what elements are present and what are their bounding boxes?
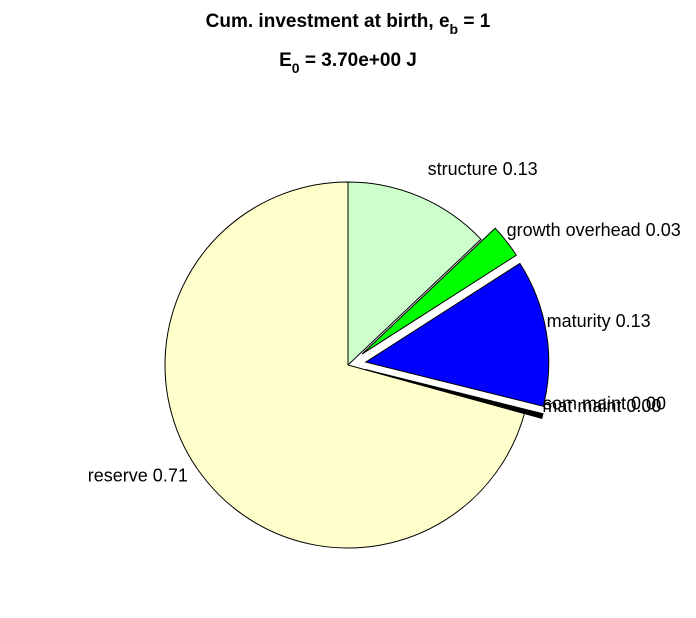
title-sub: b — [450, 21, 459, 37]
slice-label: maturity 0.13 — [547, 311, 651, 331]
subtitle-after: = 3.70e+00 J — [300, 50, 417, 71]
pie-slice — [164, 181, 526, 549]
pie-slice — [364, 262, 550, 407]
slice-label: structure 0.13 — [428, 159, 538, 179]
title-after: = 1 — [458, 11, 491, 32]
slice-label: som maint 0.00 — [543, 394, 666, 414]
slice-label: reserve 0.71 — [88, 466, 188, 486]
slice-label: mat maint 0.00 — [542, 396, 661, 416]
title-text: Cum. investment at birth, e — [206, 11, 450, 32]
subtitle-text: E — [279, 50, 292, 71]
subtitle-sub: 0 — [292, 60, 300, 76]
chart-subtitle: E0 = 3.70e+00 J — [279, 50, 417, 76]
pie-slice — [361, 227, 517, 355]
chart-title: Cum. investment at birth, eb = 1 — [206, 11, 491, 37]
pie-slice — [347, 181, 482, 367]
slice-label: growth overhead 0.03 — [507, 220, 681, 240]
